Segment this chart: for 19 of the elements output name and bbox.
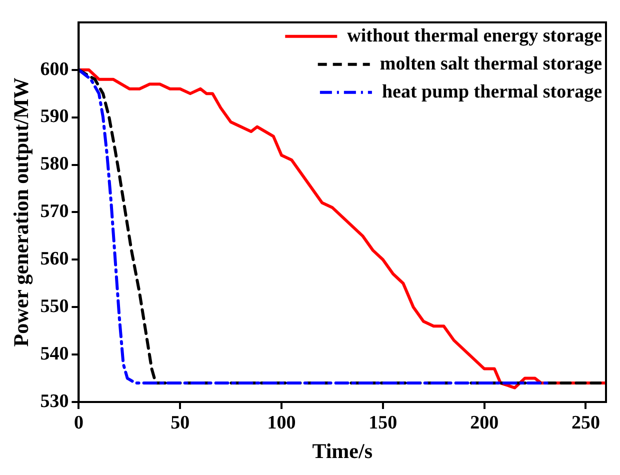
legend-label: heat pump thermal storage bbox=[382, 81, 602, 102]
y-tick-label: 530 bbox=[40, 390, 69, 412]
x-axis-title: Time/s bbox=[312, 438, 372, 463]
y-tick-label: 590 bbox=[40, 106, 69, 128]
legend-label: molten salt thermal storage bbox=[380, 53, 602, 74]
y-tick-label: 540 bbox=[40, 343, 69, 364]
x-tick-label: 200 bbox=[470, 412, 499, 434]
y-tick-label: 550 bbox=[40, 296, 69, 318]
x-tick-label: 100 bbox=[267, 412, 296, 434]
legend-label: without thermal energy storage bbox=[347, 25, 602, 46]
x-tick-label: 0 bbox=[74, 412, 84, 434]
y-tick-label: 580 bbox=[40, 154, 69, 175]
y-tick-label: 570 bbox=[40, 201, 69, 222]
x-tick-label: 150 bbox=[368, 412, 398, 434]
x-tick-label: 50 bbox=[170, 412, 190, 434]
y-axis-title: Power generation output/MW bbox=[9, 78, 34, 347]
y-tick-label: 560 bbox=[40, 248, 69, 270]
x-tick-label: 250 bbox=[571, 412, 600, 434]
y-tick-label: 600 bbox=[40, 58, 69, 80]
